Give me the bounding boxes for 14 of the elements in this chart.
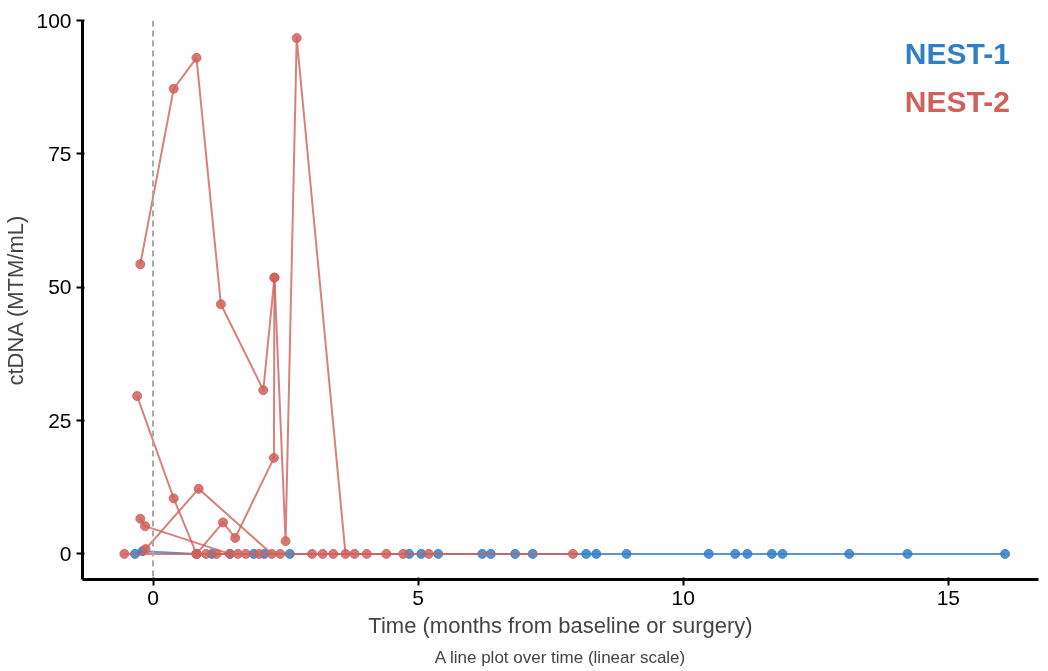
y-tick-label: 100 — [36, 8, 72, 32]
y-tick-label: 75 — [48, 141, 72, 165]
y-tick-label: 25 — [48, 408, 72, 432]
x-tick-label: 15 — [936, 585, 961, 609]
text: NEST-1 — [904, 37, 1010, 71]
text: NEST-2 — [904, 84, 1010, 118]
y-axis-title: ctDNA (MTM/mL) — [3, 215, 29, 386]
x-tick-label: 10 — [671, 585, 695, 609]
y-tick-label: 0 — [59, 541, 72, 565]
x-axis-title: Time (months from baseline or surgery) — [368, 612, 753, 638]
text: A line plot over time (linear scale) — [434, 647, 686, 667]
x-tick-label: 0 — [147, 585, 159, 609]
x-tick-label: 5 — [412, 585, 424, 609]
y-tick-label: 50 — [48, 275, 72, 299]
